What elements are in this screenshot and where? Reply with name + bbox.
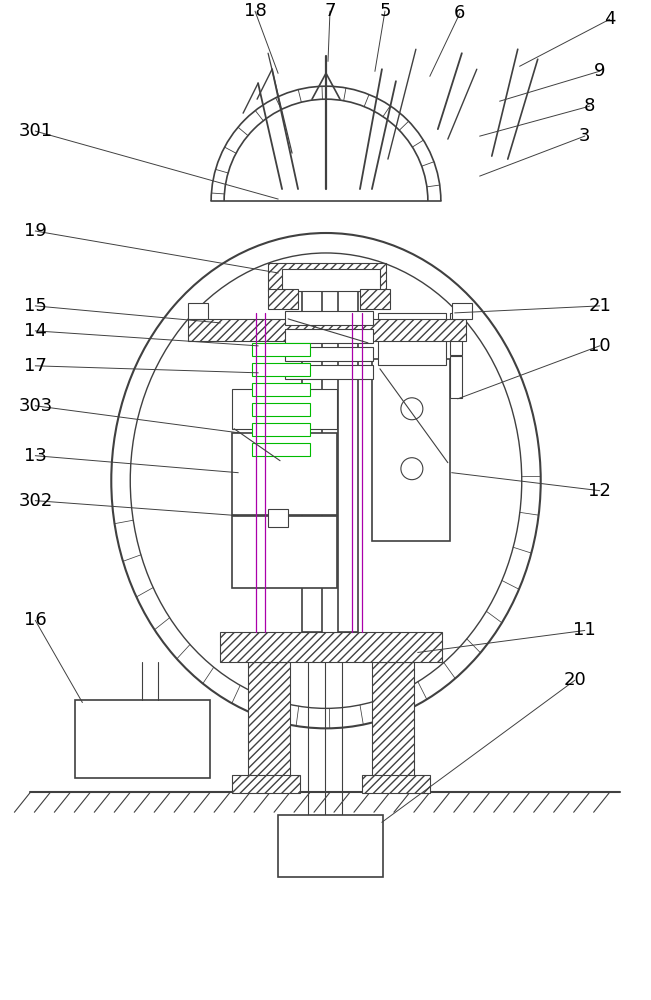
Text: 21: 21	[589, 297, 611, 315]
Bar	[252, 443, 310, 456]
Circle shape	[401, 458, 423, 480]
Text: 20: 20	[563, 671, 586, 689]
Bar	[268, 509, 288, 527]
Text: 16: 16	[24, 611, 47, 629]
Bar	[372, 662, 414, 790]
Bar	[188, 303, 208, 319]
Bar	[232, 389, 337, 429]
Bar	[285, 311, 373, 325]
Text: 14: 14	[24, 322, 47, 340]
Bar	[232, 433, 337, 515]
Ellipse shape	[111, 233, 541, 728]
Bar	[278, 815, 383, 877]
Text: 8: 8	[584, 97, 596, 115]
Bar	[220, 632, 442, 662]
Bar	[450, 313, 462, 355]
Bar	[378, 313, 446, 365]
Text: 15: 15	[24, 297, 47, 315]
Text: 7: 7	[324, 2, 336, 20]
Bar	[268, 289, 298, 309]
Bar	[252, 383, 310, 396]
Bar	[252, 423, 310, 436]
Text: 12: 12	[589, 482, 611, 500]
Text: 18: 18	[243, 2, 266, 20]
Bar	[302, 291, 322, 632]
Text: 11: 11	[574, 621, 596, 639]
Bar	[232, 775, 300, 793]
Bar	[252, 363, 310, 376]
Bar	[252, 403, 310, 416]
Bar	[252, 343, 310, 356]
Bar	[450, 356, 462, 398]
Text: 13: 13	[24, 447, 47, 465]
Text: 3: 3	[579, 127, 590, 145]
Text: 6: 6	[454, 4, 465, 22]
Bar	[338, 291, 358, 632]
Bar	[285, 365, 373, 379]
Bar	[372, 359, 450, 541]
Text: 301: 301	[18, 122, 53, 140]
Bar	[248, 662, 290, 790]
Text: 17: 17	[24, 357, 47, 375]
Text: 4: 4	[604, 10, 615, 28]
Bar	[282, 269, 380, 291]
Bar	[268, 263, 386, 291]
Bar	[76, 700, 210, 778]
Bar	[188, 319, 466, 341]
Text: 303: 303	[18, 397, 53, 415]
Text: 19: 19	[24, 222, 47, 240]
Text: 9: 9	[594, 62, 605, 80]
Bar	[360, 289, 390, 309]
Text: 302: 302	[18, 492, 53, 510]
Bar	[452, 303, 472, 319]
Bar	[285, 347, 373, 361]
Bar	[232, 516, 337, 588]
Bar	[362, 775, 430, 793]
Bar	[285, 329, 373, 343]
Circle shape	[401, 398, 423, 420]
Text: 10: 10	[589, 337, 611, 355]
Text: 5: 5	[379, 2, 391, 20]
